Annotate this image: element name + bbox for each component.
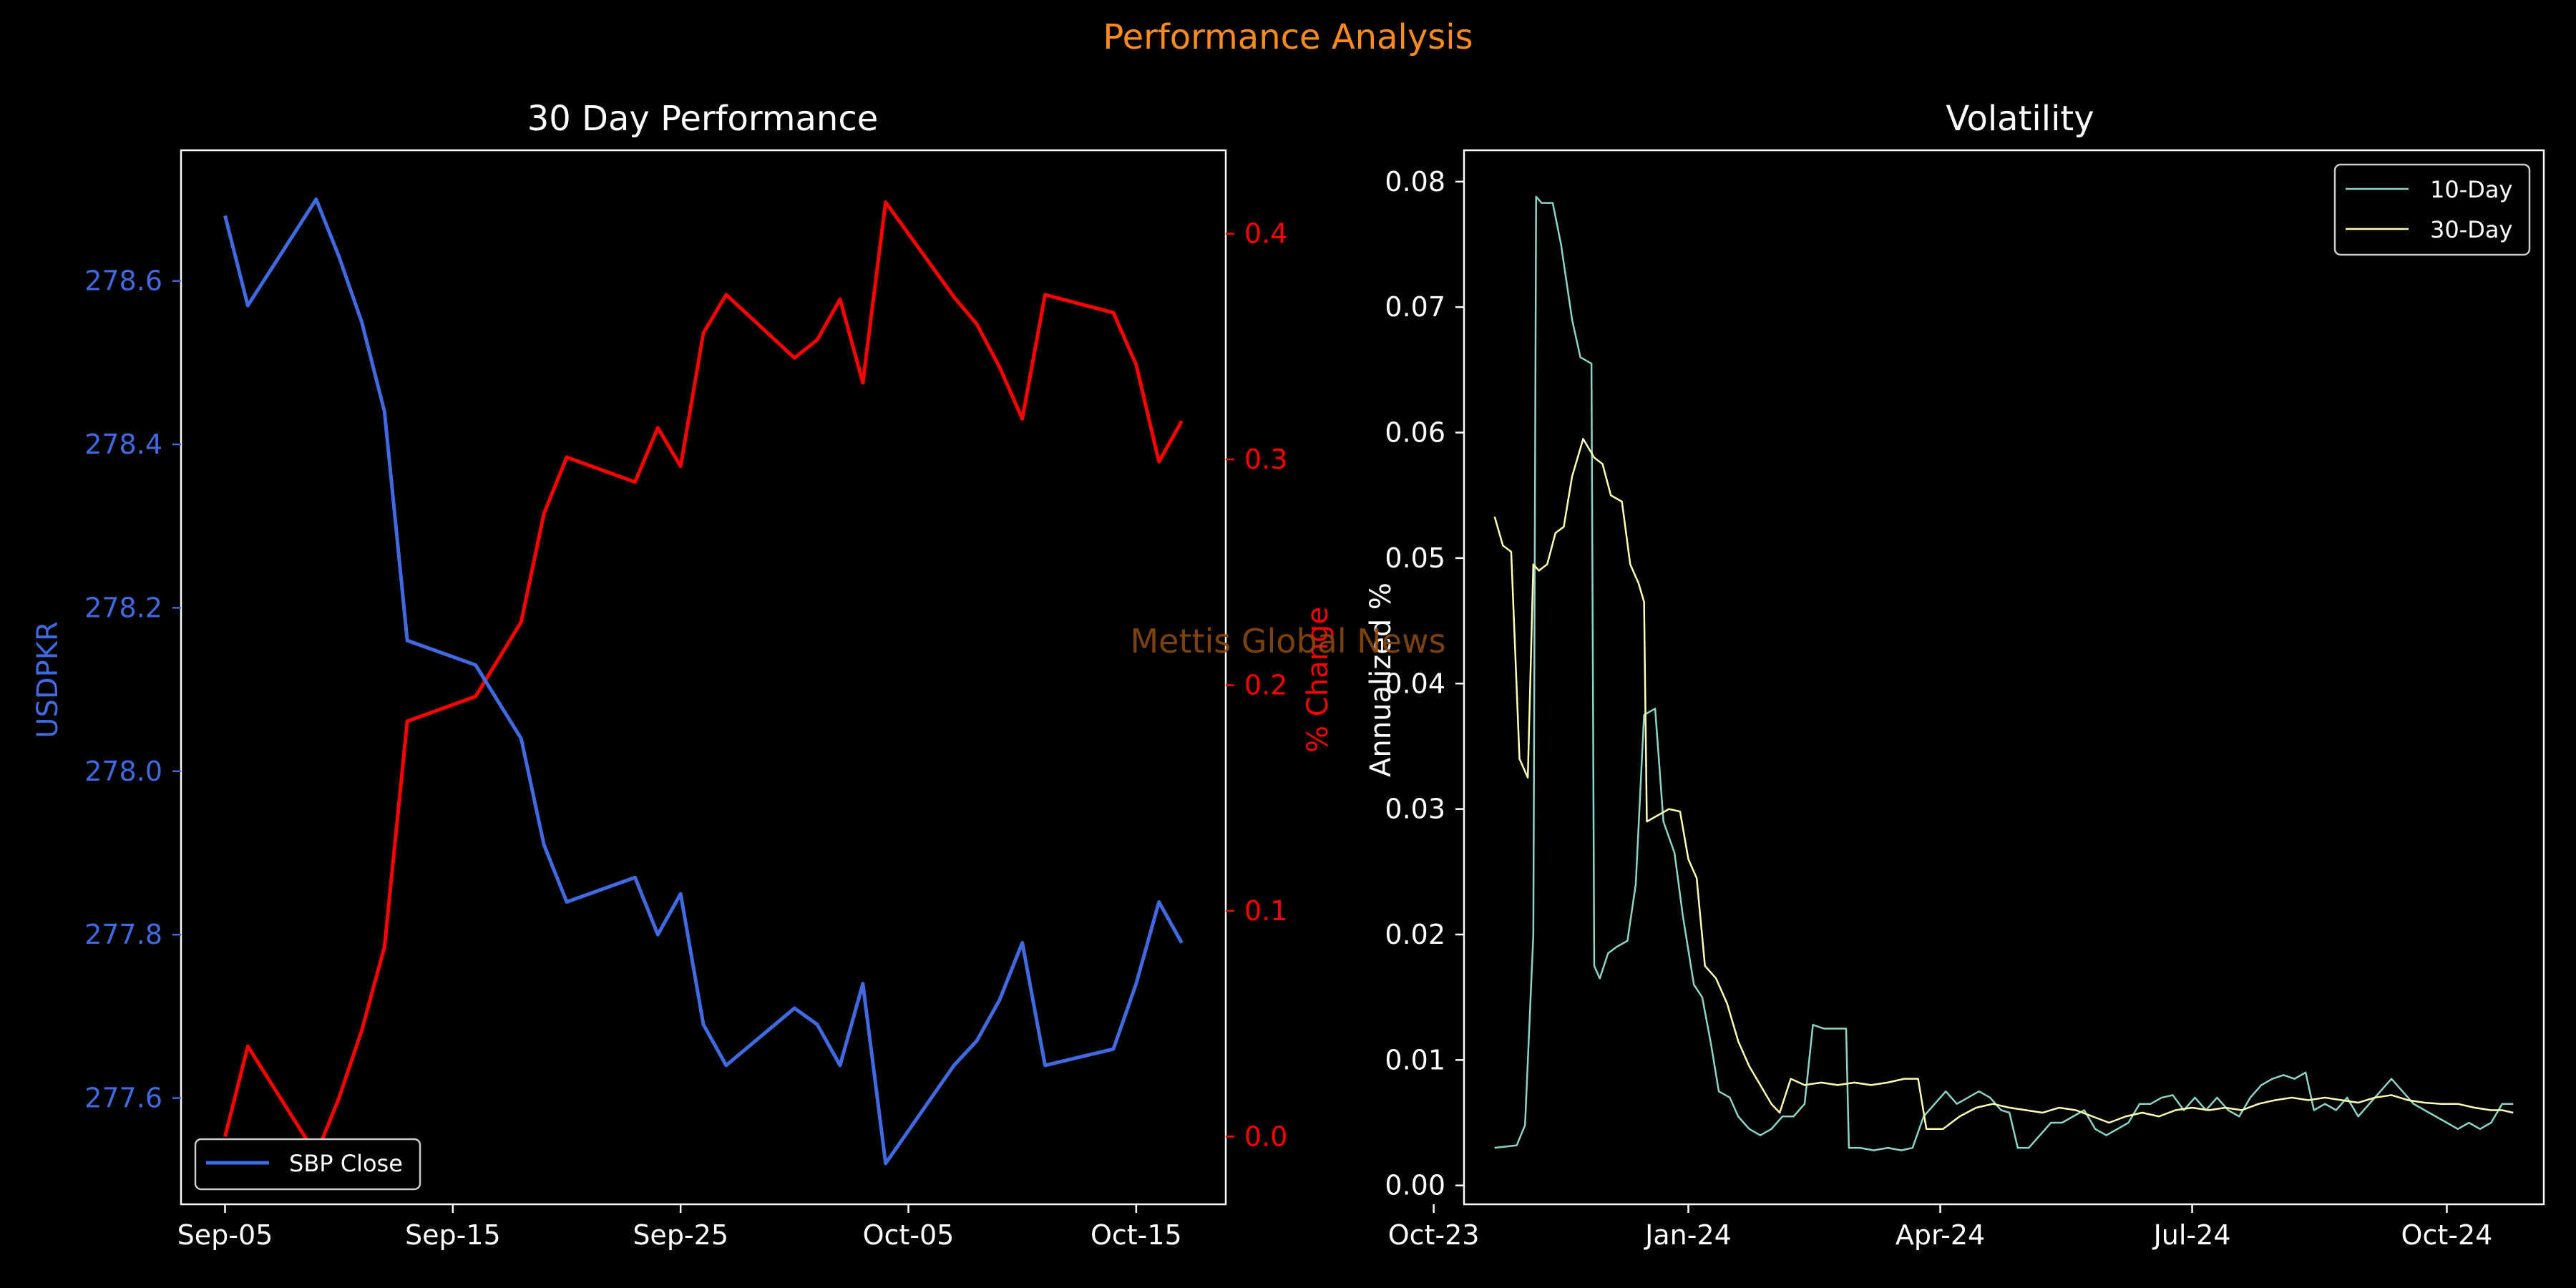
volatility-10-day-line	[1494, 195, 2514, 1151]
legend-box	[2333, 163, 2531, 256]
usdpkr-tick-label: 278.4	[84, 429, 162, 460]
usdpkr-tick-label: 277.6	[84, 1083, 162, 1114]
pct-change-tick-label: 0.2	[1244, 670, 1287, 701]
volatility-chart-plot-area: Oct-23 Jan-24 Apr-24 Jul-24 Oct-24 0.00 0.01 0.…	[1385, 149, 2545, 1251]
y-tick-label: 0.06	[1385, 417, 1445, 449]
legend-label-30-day: 30-Day	[2430, 216, 2512, 243]
y-tick-label: 0.08	[1385, 166, 1445, 197]
volatility-chart-title: Volatility	[1946, 99, 2094, 139]
performance-chart: 30 Day Performance USDPKR % Change Sep-0…	[31, 99, 1335, 1251]
usdpkr-tick-label: 278.2	[84, 592, 162, 623]
y-tick-label: 0.03	[1385, 794, 1445, 825]
pct-change-tick-label: 0.4	[1244, 218, 1287, 250]
x-tick-label: Jul-24	[2152, 1219, 2231, 1251]
annualized-axis-label: Annualized %	[1365, 582, 1397, 777]
y-tick-label: 0.01	[1385, 1044, 1445, 1075]
x-tick-label: Oct-23	[1388, 1219, 1480, 1251]
x-tick-label: Apr-24	[1896, 1219, 1985, 1251]
y-tick-label: 0.05	[1385, 542, 1445, 574]
legend-box	[194, 1138, 421, 1191]
pct-change-tick-label: 0.1	[1244, 895, 1287, 927]
volatility-chart: Volatility Annualized % Oct-23 Jan-24 Apr-…	[1365, 99, 2545, 1251]
volatility-chart-frame	[1463, 149, 2545, 1206]
sbp-close-line	[223, 197, 1184, 1166]
pct-change-tick-label: 0.0	[1244, 1121, 1287, 1152]
y-tick-label: 0.07	[1385, 291, 1445, 323]
y-tick-label: 0.02	[1385, 919, 1445, 950]
volatility-chart-legend: 10-Day 30-Day	[2333, 163, 2531, 256]
legend-label-sbp-close: SBP Close	[289, 1150, 403, 1177]
x-tick-label: Jan-24	[1644, 1219, 1732, 1251]
performance-chart-frame	[180, 149, 1227, 1206]
usdpkr-tick-label: 277.8	[84, 919, 162, 950]
x-tick-label: Sep-25	[633, 1219, 728, 1251]
figure-suptitle: Performance Analysis	[1103, 17, 1473, 57]
performance-chart-plot-area: Sep-05 Sep-15 Sep-25 Oct-05 Oct-15 277.6 277.8…	[84, 149, 1287, 1251]
usdpkr-axis-label: USDPKR	[31, 621, 64, 738]
pct-change-line	[223, 200, 1184, 1157]
x-tick-label: Oct-24	[2401, 1219, 2493, 1251]
pct-change-tick-label: 0.3	[1244, 444, 1287, 475]
performance-chart-legend: SBP Close	[194, 1138, 421, 1191]
performance-chart-title: 30 Day Performance	[527, 99, 879, 139]
volatility-30-day-line	[1493, 438, 2514, 1131]
y-tick-label: 0.04	[1385, 668, 1445, 699]
usdpkr-tick-label: 278.6	[84, 265, 162, 297]
usdpkr-tick-label: 278.0	[84, 756, 162, 787]
pct-change-axis-label: % Change	[1302, 607, 1335, 753]
watermark: Mettis Global News	[1130, 622, 1445, 660]
x-tick-label: Sep-15	[405, 1219, 501, 1251]
x-tick-label: Oct-15	[1091, 1219, 1182, 1251]
legend-label-10-day: 10-Day	[2430, 176, 2512, 203]
x-tick-label: Sep-05	[177, 1219, 273, 1251]
y-tick-label: 0.00	[1385, 1170, 1445, 1201]
x-tick-label: Oct-05	[863, 1219, 955, 1251]
